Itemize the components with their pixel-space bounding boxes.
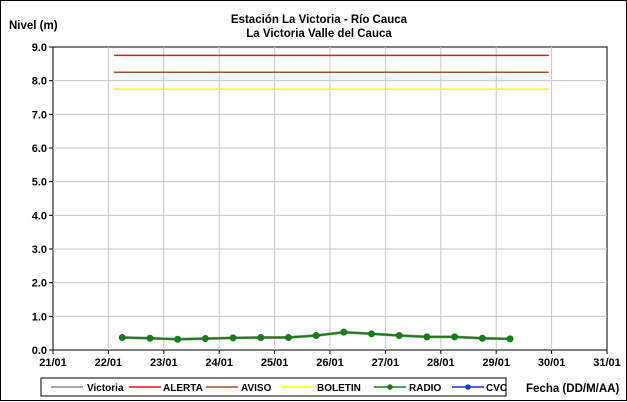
x-tick-label: 25/01 bbox=[261, 357, 289, 369]
legend-label-aviso: AVISO bbox=[241, 383, 272, 394]
data-point-radio bbox=[478, 334, 486, 342]
x-tick-label: 22/01 bbox=[95, 357, 123, 369]
data-point-radio bbox=[201, 335, 209, 343]
y-tick-label: 1.0 bbox=[32, 311, 47, 323]
legend-marker-cvc bbox=[465, 384, 471, 390]
chart-subtitle: La Victoria Valle del Cauca bbox=[246, 28, 392, 40]
legend-box bbox=[40, 377, 507, 397]
data-point-radio bbox=[229, 334, 237, 342]
y-tick-label: 8.0 bbox=[32, 76, 47, 88]
data-point-radio bbox=[146, 334, 154, 342]
chart-title: Estación La Victoria - Río Cauca bbox=[231, 14, 408, 26]
x-tick-label: 30/01 bbox=[538, 357, 566, 369]
legend-label-boletin: BOLETIN bbox=[317, 383, 361, 394]
legend-label-radio: RADIO bbox=[409, 383, 441, 394]
data-point-radio bbox=[423, 333, 431, 341]
data-point-radio bbox=[451, 333, 459, 341]
data-point-radio bbox=[118, 334, 126, 342]
y-axis-label: Nivel (m) bbox=[9, 20, 58, 32]
x-tick-label: 31/01 bbox=[593, 357, 621, 369]
y-tick-label: 6.0 bbox=[32, 143, 47, 155]
data-point-radio bbox=[312, 332, 320, 340]
y-tick-label: 2.0 bbox=[32, 278, 47, 290]
x-axis-label: Fecha (DD/M/AA) bbox=[526, 383, 619, 395]
x-tick-label: 27/01 bbox=[372, 357, 400, 369]
x-tick-label: 28/01 bbox=[427, 357, 455, 369]
data-point-radio bbox=[284, 334, 292, 342]
legend-label-victoria: Victoria bbox=[87, 383, 124, 394]
y-tick-label: 3.0 bbox=[32, 244, 47, 256]
y-tick-label: 5.0 bbox=[32, 177, 47, 189]
legend-marker-radio bbox=[387, 384, 393, 390]
data-point-radio bbox=[340, 328, 348, 336]
x-tick-label: 21/01 bbox=[39, 357, 67, 369]
y-tick-label: 4.0 bbox=[32, 210, 47, 222]
data-point-radio bbox=[395, 332, 403, 340]
x-tick-label: 26/01 bbox=[316, 357, 344, 369]
legend-label-cvc: CVC bbox=[486, 383, 507, 394]
x-tick-label: 29/01 bbox=[482, 357, 510, 369]
data-point-radio bbox=[257, 334, 265, 342]
y-tick-label: 9.0 bbox=[32, 42, 47, 54]
data-point-radio bbox=[368, 330, 376, 338]
legend-label-alerta: ALERTA bbox=[163, 383, 203, 394]
data-point-radio bbox=[174, 335, 182, 343]
data-point-radio bbox=[506, 335, 514, 343]
y-tick-label: 0.0 bbox=[32, 345, 47, 357]
x-tick-label: 24/01 bbox=[205, 357, 233, 369]
y-tick-label: 7.0 bbox=[32, 109, 47, 121]
x-tick-label: 23/01 bbox=[150, 357, 178, 369]
